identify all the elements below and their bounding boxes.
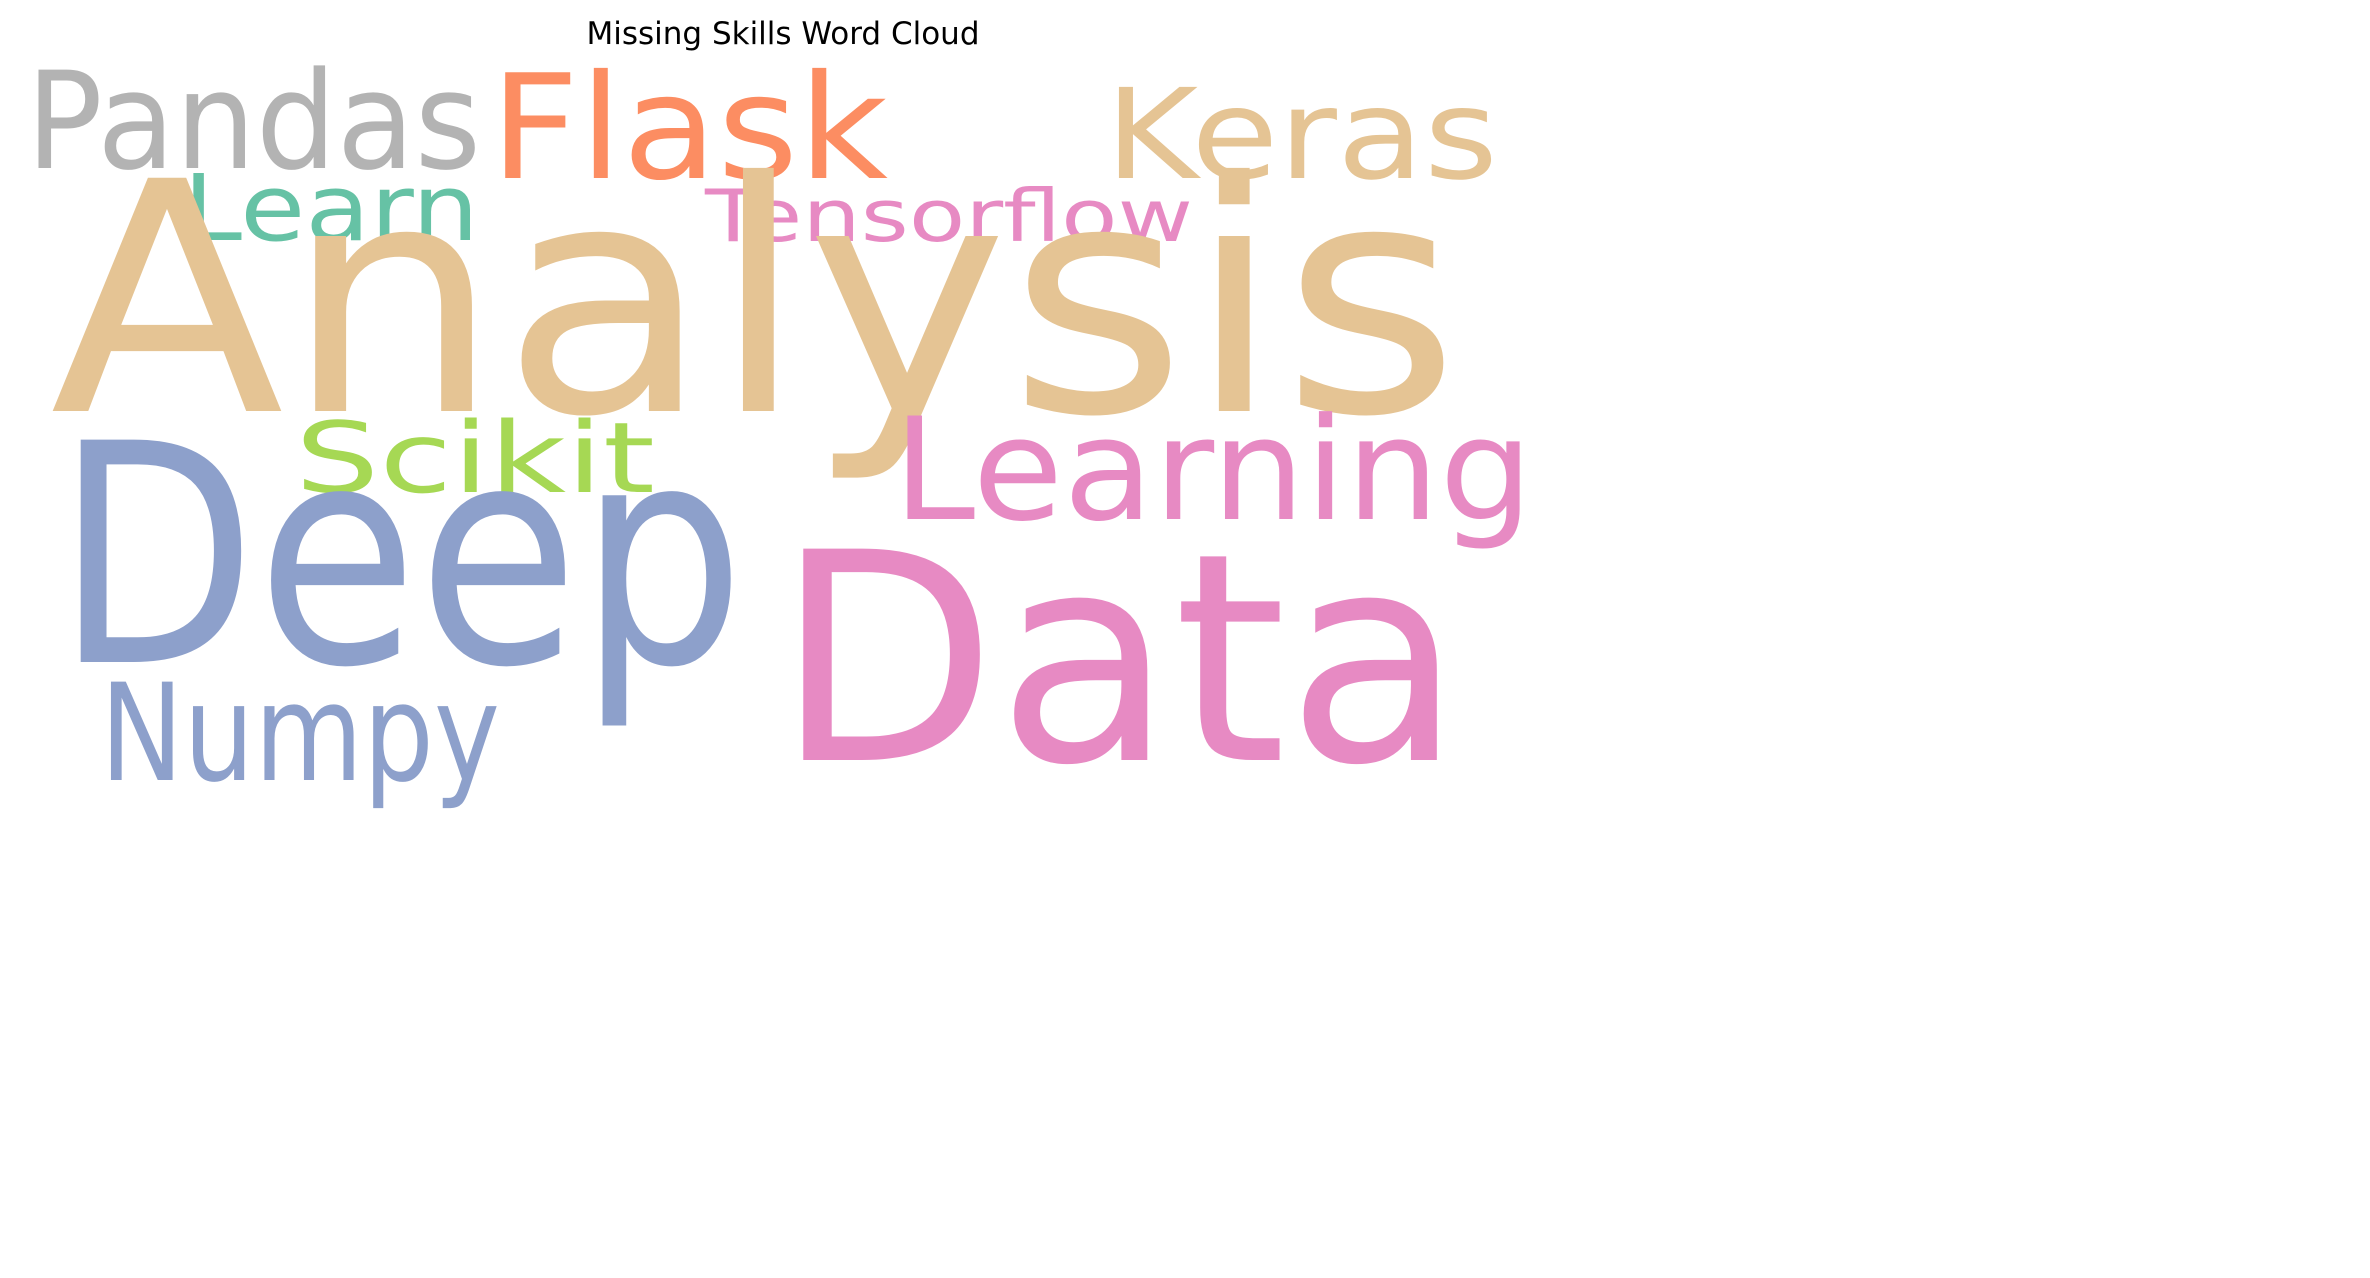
word-flask: Flask: [490, 44, 888, 213]
word-tensorflow: Tensorflow: [704, 174, 1193, 258]
word-cloud-figure: Missing Skills Word Cloud Pandas Flask K…: [0, 0, 1566, 845]
word-cloud: Pandas Flask Keras Learn Tensorflow Anal…: [26, 43, 1533, 829]
word-scikit: Scikit: [295, 402, 655, 516]
word-keras: Keras: [1105, 63, 1498, 208]
word-deep: Deep: [55, 379, 745, 734]
word-learning: Learning: [893, 388, 1533, 553]
word-learn: Learn: [183, 155, 479, 262]
word-pandas: Pandas: [26, 43, 481, 200]
word-data: Data: [775, 492, 1463, 829]
word-analysis: Analysis: [50, 115, 1460, 487]
word-numpy: Numpy: [100, 655, 500, 812]
chart-title: Missing Skills Word Cloud: [586, 16, 980, 52]
